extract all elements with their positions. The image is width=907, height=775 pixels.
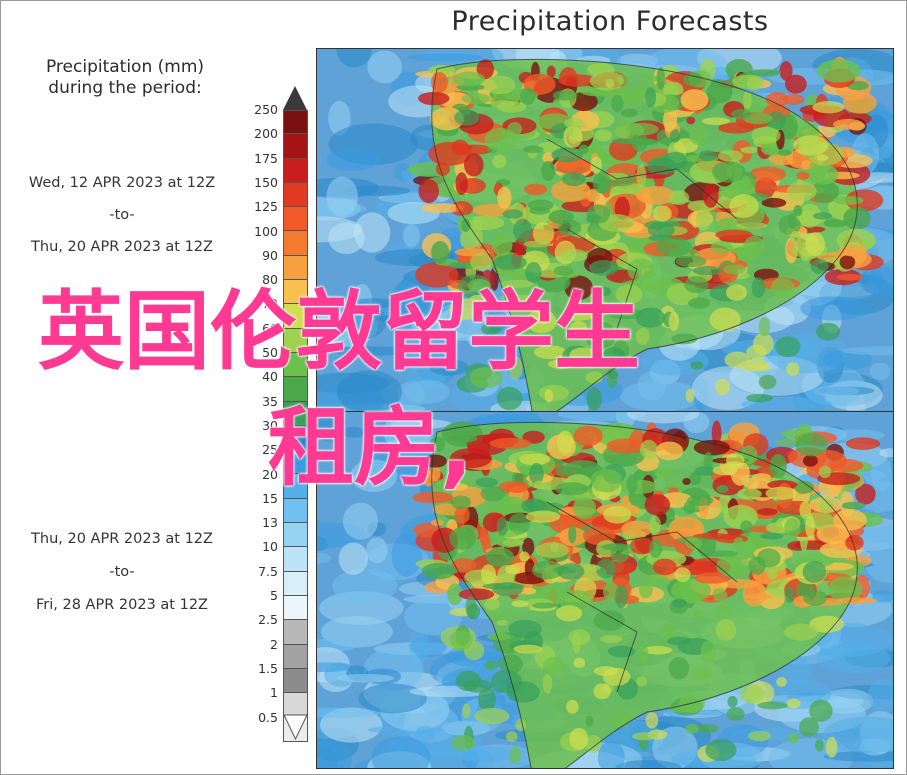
- colorbar-tick-label: 150: [254, 174, 278, 190]
- colorbar-cell: [284, 474, 307, 499]
- colorbar-tick-label: 7.5: [258, 563, 278, 579]
- colorbar-tick-label: 35: [262, 393, 278, 409]
- period-1-start: Wed, 12 APR 2023 at 12Z: [28, 175, 216, 191]
- colorbar-cell: [284, 158, 307, 183]
- colorbar-cell: [284, 425, 307, 451]
- colorbar-tick-label: 40: [262, 369, 278, 385]
- forecast-map-period-1: [316, 48, 894, 412]
- map-2-canvas: [317, 412, 893, 768]
- colorbar-cell: [284, 401, 307, 426]
- colorbar-cell: [284, 110, 307, 135]
- colorbar-tick-label: 80: [262, 272, 278, 288]
- colorbar-tick-label: 10: [262, 539, 278, 555]
- colorbar-min-arrow: [283, 714, 308, 741]
- colorbar-tick-label: 15: [262, 490, 278, 506]
- colorbar-cell: [284, 328, 307, 353]
- colorbar-tick-label: 1.5: [258, 660, 278, 676]
- colorbar-tick-label: 5: [270, 588, 278, 603]
- colorbar-cell: [284, 304, 307, 329]
- colorbar-tick-label: 60: [262, 320, 278, 336]
- colorbar-cell: [284, 352, 307, 378]
- colorbar: [283, 110, 308, 742]
- colorbar-tick-label: 250: [254, 102, 278, 117]
- map-1-canvas: [317, 49, 893, 411]
- colorbar-tick-label: 100: [254, 223, 278, 239]
- colorbar-cell: [284, 620, 307, 645]
- colorbar-cell: [284, 571, 307, 596]
- colorbar-tick-label: 20: [262, 466, 278, 482]
- period-2-end: Fri, 28 APR 2023 at 12Z: [36, 597, 208, 613]
- colorbar-cell: [284, 377, 307, 402]
- colorbar-tick-label: 30: [262, 417, 278, 433]
- colorbar-cell: [284, 134, 307, 159]
- colorbar-tick-label: 2.5: [258, 612, 278, 628]
- colorbar-cell: [284, 255, 307, 281]
- colorbar-cell: [284, 644, 307, 669]
- forecast-map-period-2: [316, 411, 894, 769]
- colorbar-cell: [284, 231, 307, 256]
- colorbar-cell: [284, 595, 307, 621]
- colorbar-tick-label: 25: [262, 442, 278, 458]
- colorbar-cell: [284, 668, 307, 694]
- colorbar-max-arrow: [283, 86, 307, 110]
- colorbar-cell: [284, 498, 307, 524]
- colorbar-cell: [284, 547, 307, 572]
- colorbar-tick-label: 70: [262, 296, 278, 312]
- colorbar-tick-label: 90: [262, 247, 278, 263]
- legend-title-line1: Precipitation (mm): [45, 57, 205, 77]
- colorbar-tick-label: 0.5: [258, 709, 278, 725]
- colorbar-tick-label: 125: [254, 199, 278, 215]
- colorbar-tick-label: 50: [262, 345, 278, 360]
- colorbar-tick-label: 13: [262, 515, 278, 531]
- period-2-separator: -to-: [109, 564, 135, 580]
- colorbar-tick-label: 175: [254, 150, 278, 166]
- colorbar-tick-label: 1: [270, 685, 278, 701]
- period-1-separator: -to-: [109, 207, 135, 223]
- colorbar-cell: [284, 207, 307, 232]
- legend-title: Precipitation (mm) during the period:: [10, 57, 240, 99]
- colorbar-tick-label: 200: [254, 126, 278, 142]
- period-2-start: Thu, 20 APR 2023 at 12Z: [31, 531, 213, 547]
- colorbar-cell: [284, 280, 307, 305]
- colorbar-cell: [284, 182, 307, 208]
- colorbar-cell: [284, 450, 307, 475]
- legend-title-line2: during the period:: [48, 78, 202, 98]
- colorbar-tick-label: 2: [270, 636, 278, 652]
- colorbar-cell: [284, 523, 307, 548]
- figure-title: Precipitation Forecasts: [451, 6, 769, 37]
- period-1-end: Thu, 20 APR 2023 at 12Z: [31, 239, 213, 255]
